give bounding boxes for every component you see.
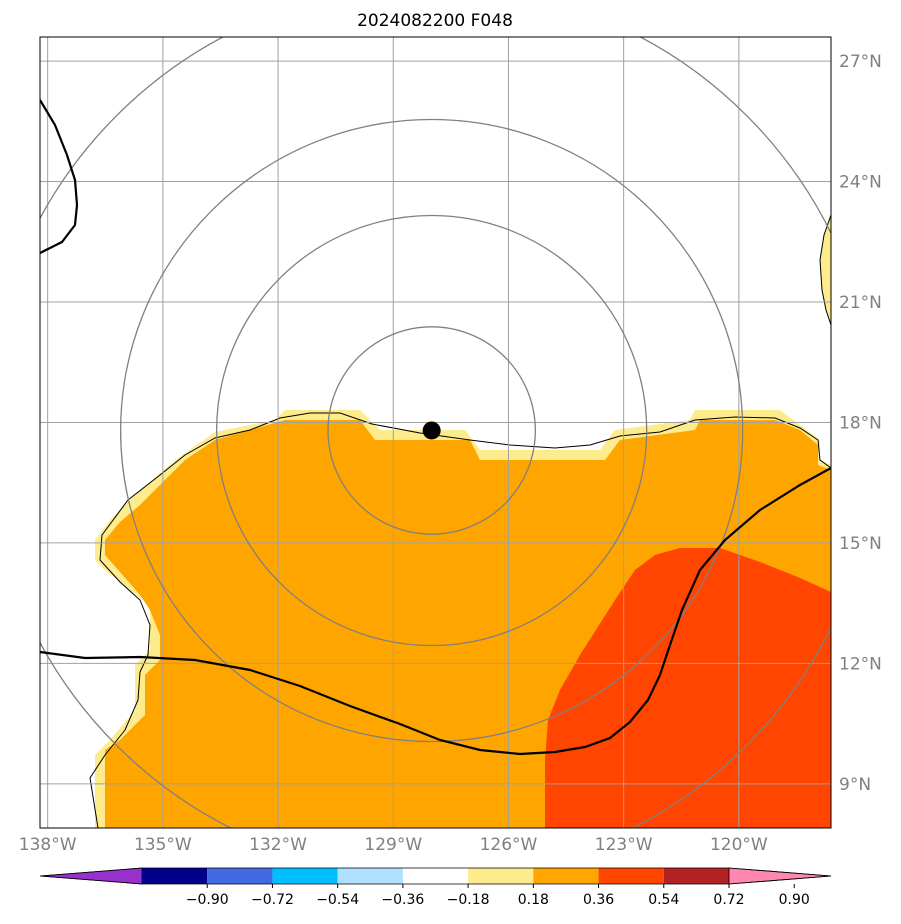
field-boundary xyxy=(89,412,831,828)
colorbar-segment xyxy=(468,868,534,884)
lon-tick-label: 120°W xyxy=(710,835,768,855)
lat-tick-label: 21°N xyxy=(839,293,882,313)
colorbar-label: −0.36 xyxy=(381,892,424,908)
colorbar: −0.90 −0.72 −0.54 −0.36 −0.18 0.18 0.36 0.54 0.7… xyxy=(39,867,832,908)
colorbar-label: −0.72 xyxy=(251,892,294,908)
colorbar-label: −0.54 xyxy=(316,892,359,908)
contour-lower xyxy=(40,467,831,756)
lon-tick-label: 135°W xyxy=(134,835,192,855)
colorbar-segment xyxy=(337,868,403,884)
colorbar-label: 0.54 xyxy=(648,892,679,908)
lat-tick-label: 24°N xyxy=(839,173,882,193)
colorbar-segment xyxy=(663,868,729,884)
range-rings xyxy=(40,37,831,828)
chart-title: 2024082200 F048 xyxy=(357,11,513,31)
field-red xyxy=(545,548,831,828)
colorbar-segment xyxy=(142,868,208,884)
colorbar-segment xyxy=(272,868,338,884)
colorbar-label: 0.72 xyxy=(713,892,744,908)
colorbar-segment xyxy=(207,868,273,884)
lon-tick-label: 126°W xyxy=(480,835,538,855)
colorbar-segment xyxy=(402,868,469,884)
colorbar-label: 0.18 xyxy=(518,892,549,908)
lon-tick-label: 123°W xyxy=(595,835,653,855)
storm-center-marker xyxy=(422,421,441,440)
range-ring xyxy=(327,326,536,535)
lat-tick-label: 27°N xyxy=(839,52,882,72)
contour-upper-left xyxy=(40,99,79,254)
lon-tick-label: 138°W xyxy=(19,835,77,855)
coastline-island xyxy=(819,214,831,326)
colorbar-extend-high xyxy=(728,867,832,885)
colorbar-label: 0.90 xyxy=(779,892,810,908)
range-ring xyxy=(215,214,648,647)
colorbar-outline xyxy=(39,867,832,885)
lat-tick-label: 18°N xyxy=(839,413,882,433)
range-ring xyxy=(119,118,744,743)
lon-tick-label: 132°W xyxy=(249,835,307,855)
lat-tick-label: 15°N xyxy=(839,534,882,554)
colorbar-label: −0.18 xyxy=(447,892,490,908)
longitude-labels: 138°W 135°W 132°W 129°W 126°W 123°W 120°W xyxy=(19,835,768,855)
colorbar-segment xyxy=(598,868,664,884)
colorbar-segment xyxy=(533,868,599,884)
colorbar-label: 0.36 xyxy=(583,892,614,908)
map-frame xyxy=(39,36,832,829)
latitude-labels: 9°N 12°N 15°N 18°N 21°N 24°N 27°N xyxy=(839,52,882,795)
lon-tick-label: 129°W xyxy=(364,835,422,855)
lat-tick-label: 12°N xyxy=(839,654,882,674)
colorbar-label: −0.90 xyxy=(186,892,229,908)
lat-tick-label: 9°N xyxy=(839,775,871,795)
map-panel xyxy=(40,37,831,828)
colorbar-extend-low xyxy=(39,867,143,885)
